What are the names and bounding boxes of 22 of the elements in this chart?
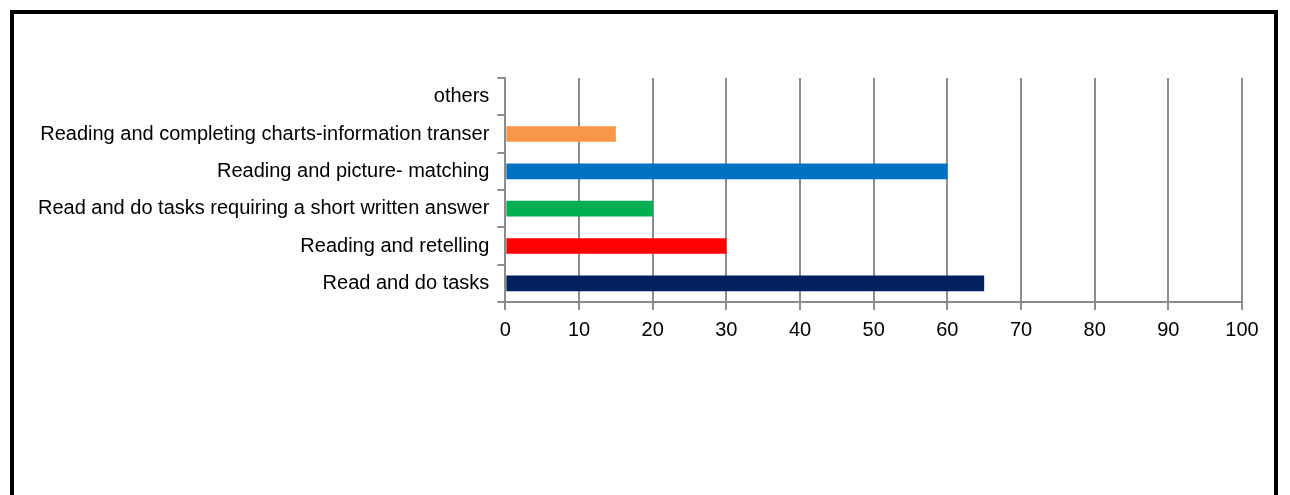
y-tick-label: Reading and completing charts-information transer: [40, 121, 490, 144]
bar: [506, 200, 653, 217]
y-tick-label: Read and do tasks: [322, 270, 490, 293]
x-tick-label: 0: [499, 317, 511, 340]
x-tick-label: 80: [1083, 317, 1106, 340]
y-tick-label: Reading and retelling: [300, 233, 490, 256]
x-tick-label: 90: [1157, 317, 1180, 340]
x-tick-label: 30: [715, 317, 738, 340]
bar: [506, 275, 985, 292]
y-tick-label: others: [433, 84, 490, 107]
bar: [506, 126, 616, 142]
bar: [506, 238, 727, 254]
y-tick-label: Reading and picture- matching: [216, 158, 490, 181]
x-tick-label: 60: [936, 317, 959, 340]
x-tick-label: 20: [641, 317, 664, 340]
x-tick-label: 40: [788, 317, 812, 340]
x-tick-label: 10: [567, 317, 591, 340]
y-tick-label: Read and do tasks requiring a short written answer: [37, 196, 490, 219]
x-tick-label: 50: [862, 317, 885, 340]
bar: [506, 163, 948, 180]
x-tick-label: 70: [1009, 317, 1033, 340]
x-tick-label: 100: [1225, 317, 1259, 340]
